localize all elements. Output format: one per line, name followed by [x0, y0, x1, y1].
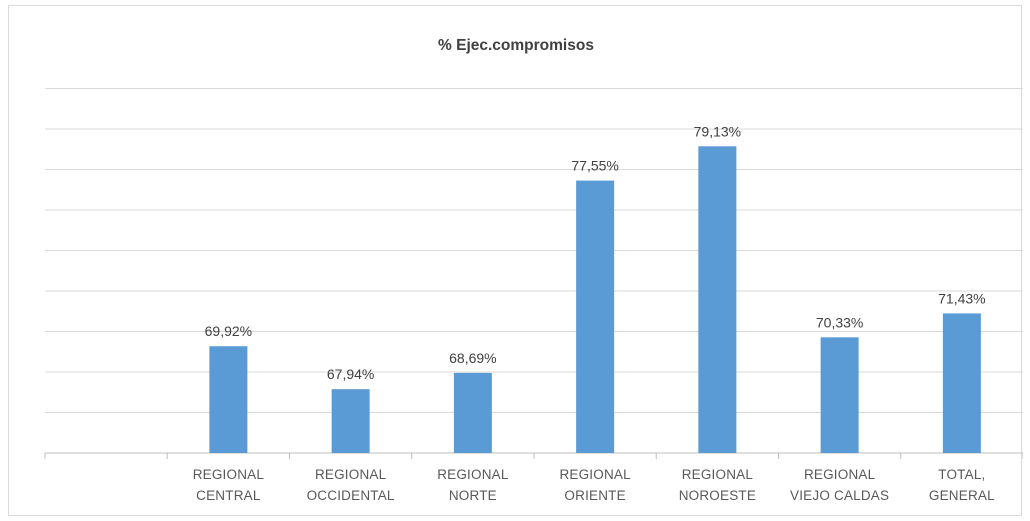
gridlines	[44, 88, 1023, 459]
x-tick-label: REGIONAL ORIENTE	[559, 467, 631, 503]
data-label: 77,55%	[571, 158, 618, 174]
bar	[209, 346, 248, 453]
bar	[576, 180, 615, 453]
x-tick-label: REGIONAL NORTE	[437, 467, 509, 503]
x-tick-label: REGIONAL CENTRAL	[193, 467, 265, 503]
bar	[331, 389, 370, 453]
data-label: 79,13%	[694, 123, 741, 139]
bars	[209, 146, 981, 453]
bar	[698, 146, 737, 453]
bar	[453, 372, 492, 453]
data-labels: 69,92% 67,94% 68,69% 77,55% 79,13% 70,33% 71,4…	[205, 123, 986, 382]
bar-chart: % Ejec.compromisos 69,92% 67,94% 68,69% 77,…	[44, 37, 1023, 503]
x-tick-label: REGIONAL NOROESTE	[679, 467, 756, 503]
x-axis-tick-labels: REGIONAL CENTRAL REGIONAL OCCIDENTAL REGIONA…	[193, 467, 995, 503]
data-label: 68,69%	[449, 350, 496, 366]
data-label: 69,92%	[205, 323, 252, 339]
x-tick-label: TOTAL, GENERAL	[929, 467, 995, 503]
data-label: 70,33%	[816, 314, 863, 330]
data-label: 71,43%	[938, 290, 985, 306]
bar	[820, 337, 859, 453]
data-label: 67,94%	[327, 366, 374, 382]
x-tick-label: REGIONAL VIEJO CALDAS	[790, 467, 889, 503]
bar	[942, 313, 981, 453]
chart-area: % Ejec.compromisos 69,92% 67,94% 68,69% 77,…	[8, 5, 1023, 516]
x-tick-label: REGIONAL OCCIDENTAL	[307, 467, 395, 503]
chart-title: % Ejec.compromisos	[438, 37, 594, 54]
